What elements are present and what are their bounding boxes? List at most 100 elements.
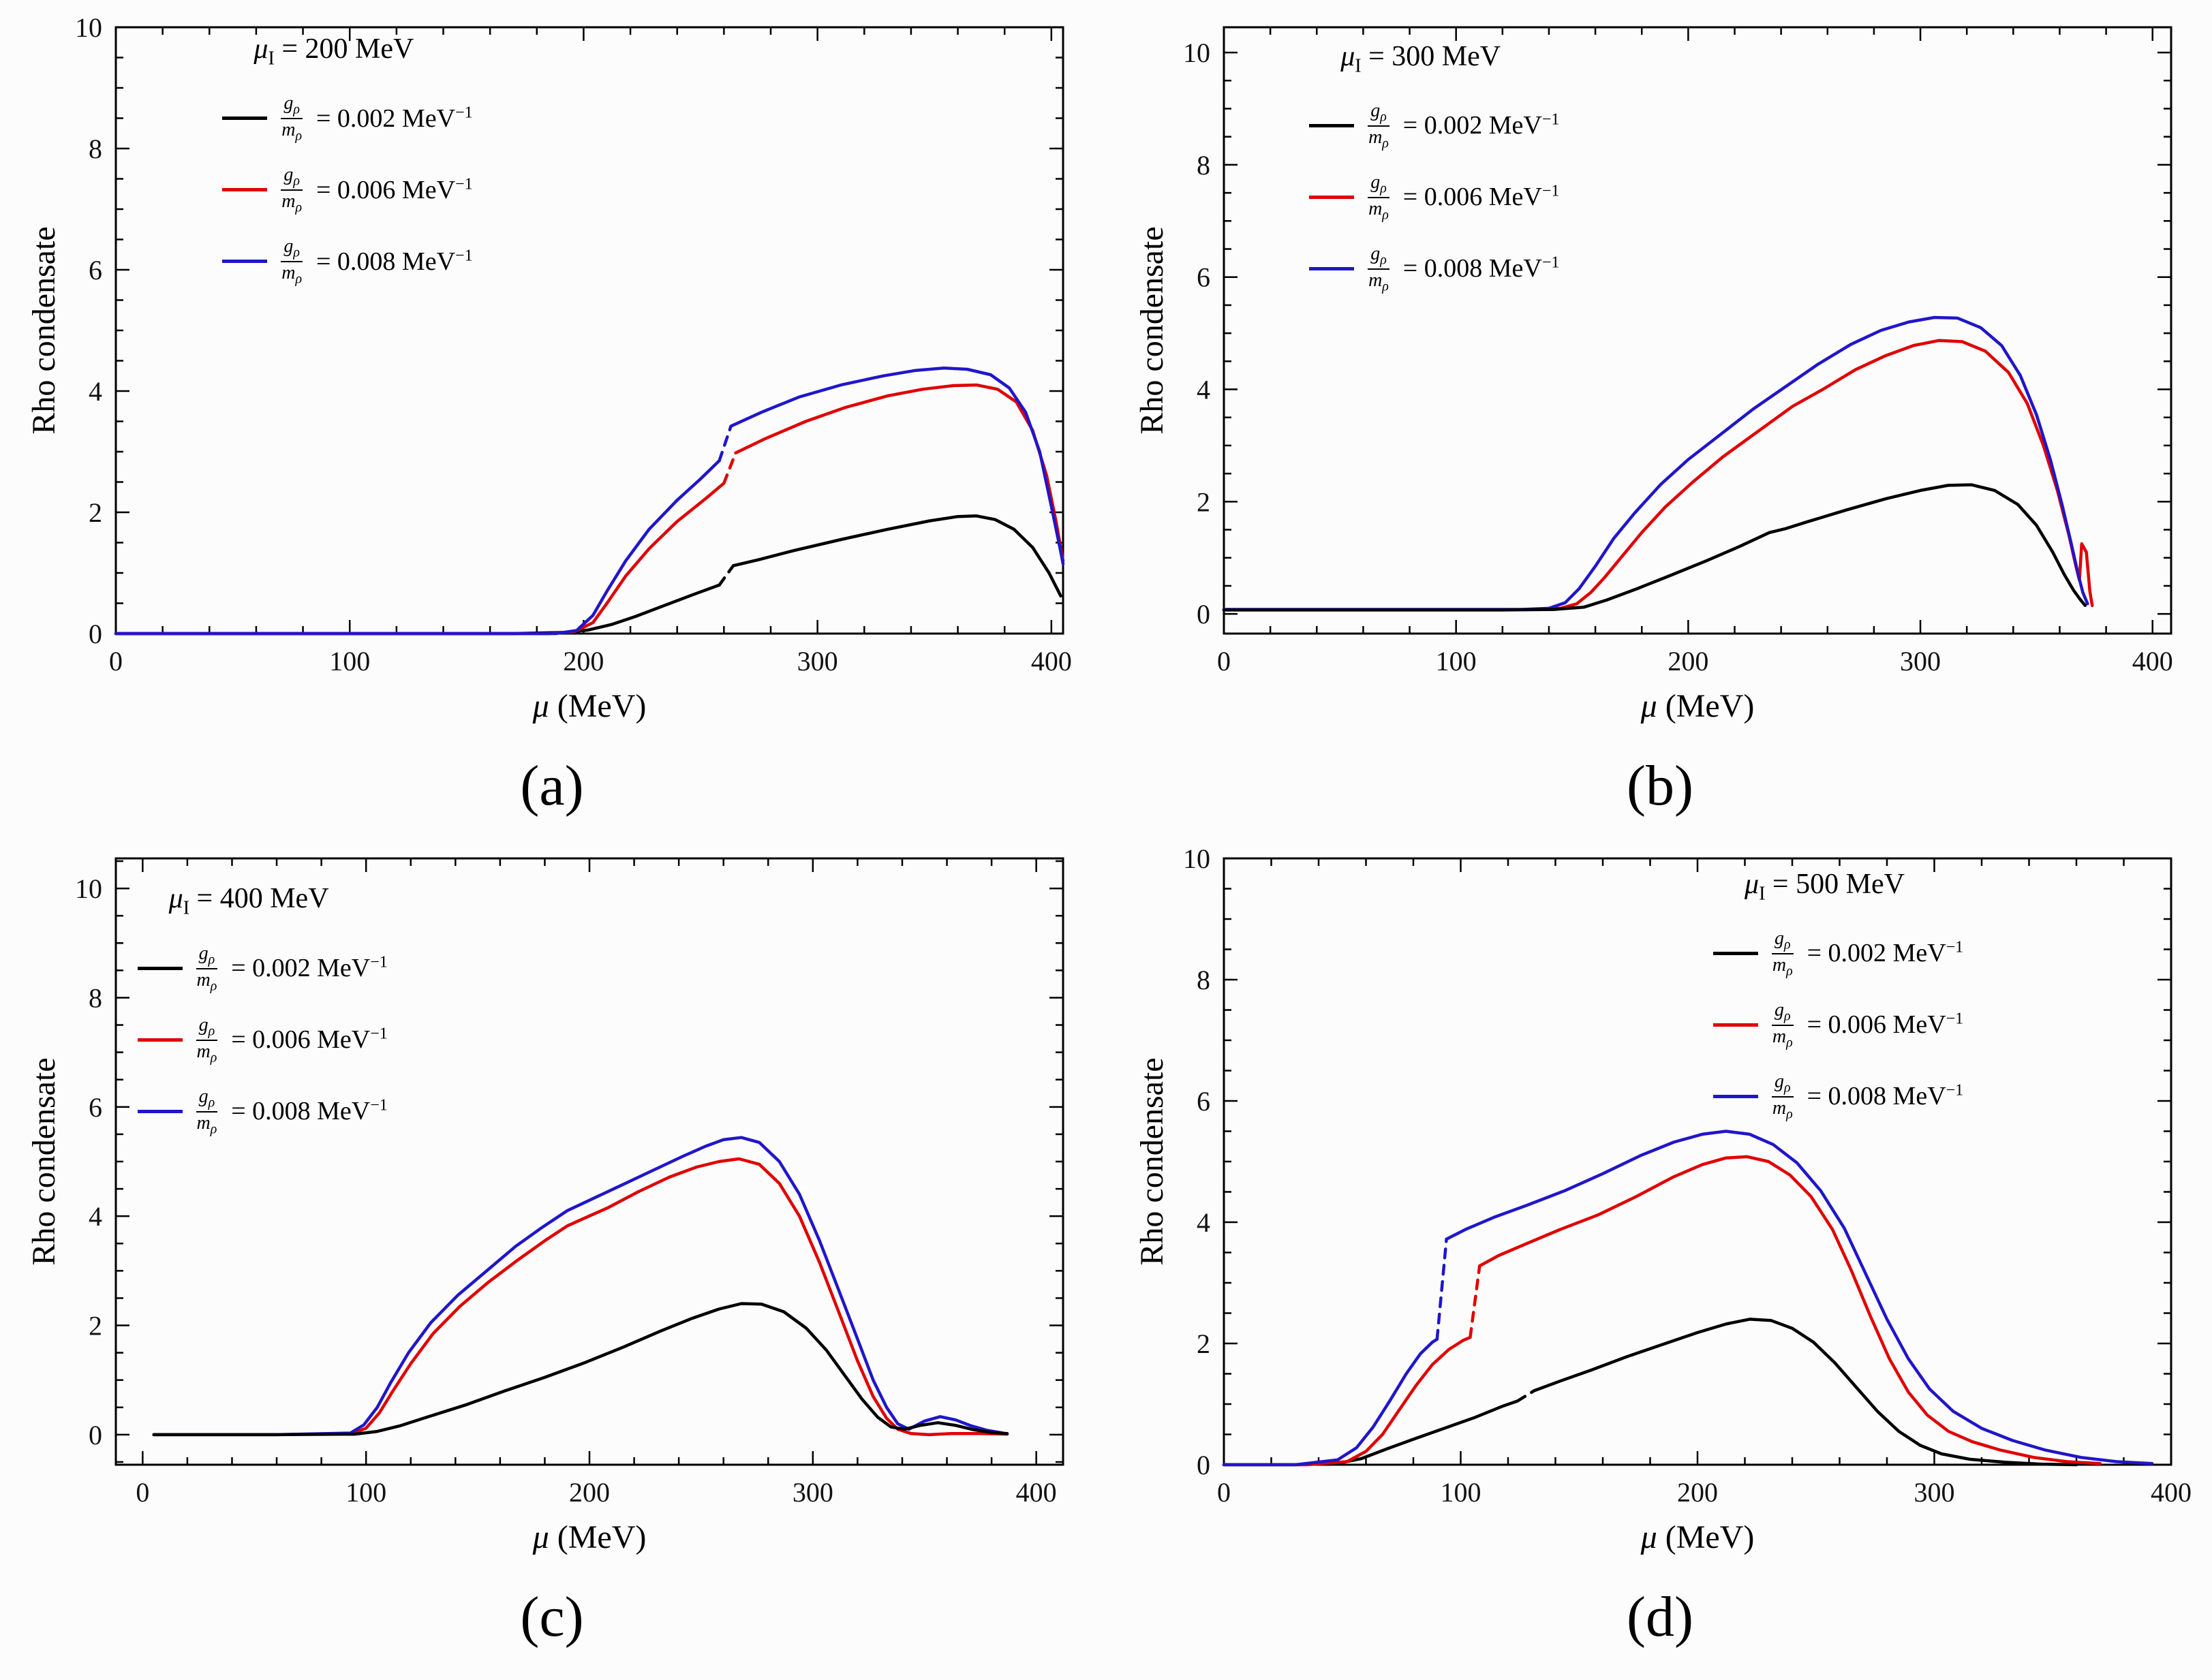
svg-text:6: 6	[1197, 1086, 1210, 1117]
svg-text:2: 2	[1197, 486, 1210, 517]
svg-text:0: 0	[89, 1420, 102, 1450]
svg-text:300: 300	[797, 646, 838, 676]
series-red-jump	[1469, 1264, 1481, 1339]
svg-text:4: 4	[1197, 375, 1210, 405]
series-blue-jump	[1435, 1238, 1448, 1341]
panel-d-caption: (d)	[1627, 1585, 1693, 1649]
legend-line-swatch	[1309, 123, 1355, 127]
legend-fraction: gρ mρ	[281, 164, 303, 215]
legend-fraction: gρ mρ	[1772, 999, 1794, 1051]
svg-text:400: 400	[1016, 1477, 1057, 1508]
svg-text:0: 0	[1197, 599, 1210, 629]
plot-svg: 0 100 200 300 400 0 2 4 6 8 10 μ (MeV) Rho condensat…	[26, 857, 1064, 1555]
series-red-curve	[152, 1157, 1009, 1437]
legend-value: = 0.002 MeV−1	[316, 104, 473, 133]
legend-value: = 0.002 MeV−1	[231, 953, 388, 983]
panel-d: 0 100 200 300 400 0 2 4 6 8 10 μ (MeV) Rho condensat…	[1128, 838, 2192, 1669]
svg-text:100: 100	[1441, 1477, 1481, 1508]
svg-text:0: 0	[1217, 1477, 1231, 1508]
y-axis-label: Rho condensate	[26, 1058, 62, 1266]
series-black-branch-2	[1532, 1318, 2078, 1467]
svg-text:8: 8	[1197, 150, 1210, 181]
axis-ticks	[1223, 858, 2172, 1466]
legend-entry: gρ mρ = 0.008 MeV−1	[1309, 243, 1559, 294]
svg-text:2: 2	[89, 1311, 102, 1341]
svg-text:8: 8	[89, 983, 102, 1014]
svg-text:8: 8	[1197, 965, 1210, 995]
legend-line-swatch	[1713, 1023, 1758, 1027]
series-blue-curve	[152, 1136, 1004, 1437]
legend-fraction: gρ mρ	[1368, 99, 1389, 151]
series-black-branch-1	[114, 583, 721, 636]
series-red-branch-1	[114, 482, 726, 636]
tick-labels: 0 100 200 300 400 0 2 4 6 8 10	[1183, 843, 2192, 1508]
svg-text:0: 0	[1217, 646, 1231, 676]
svg-text:0: 0	[89, 619, 102, 649]
legend: μI = 500 MeV gρ mρ = 0.002 MeV−1 gρ mρ = 0.0…	[1713, 868, 1963, 1122]
panel-c-caption: (c)	[520, 1585, 584, 1649]
legend-value: = 0.006 MeV−1	[1807, 1010, 1964, 1040]
svg-text:10: 10	[75, 873, 102, 904]
svg-text:200: 200	[569, 1477, 610, 1508]
svg-text:10: 10	[1183, 37, 1210, 68]
svg-text:400: 400	[2151, 1477, 2192, 1508]
chart-d: 0 100 200 300 400 0 2 4 6 8 10 μ (MeV) Rho condensat…	[1128, 838, 2192, 1574]
legend-line-swatch	[137, 1038, 183, 1042]
axis-ticks	[114, 26, 1063, 635]
plot-svg: 0 100 200 300 400 0 2 4 6 8 10 μ (MeV) Rho condensat…	[1134, 843, 2192, 1555]
plot-svg: 0 100 200 300 400 0 2 4 6 8 10 μ (MeV) Rho condensat…	[26, 12, 1072, 724]
panel-a: 0 100 200 300 400 0 2 4 6 8 10 μ (MeV) Rho condensat…	[20, 7, 1084, 838]
legend-entry: gρ mρ = 0.006 MeV−1	[137, 1014, 388, 1065]
legend-entry: gρ mρ = 0.008 MeV−1	[222, 236, 473, 287]
series-red-branch-1	[1222, 1336, 1472, 1467]
legend: μI = 200 MeV gρ mρ = 0.002 MeV−1 gρ mρ = 0.0…	[222, 33, 473, 287]
legend-entry: gρ mρ = 0.006 MeV−1	[1713, 999, 1963, 1051]
legend-value: = 0.002 MeV−1	[1402, 110, 1560, 140]
svg-text:6: 6	[89, 255, 102, 285]
legend-entry: gρ mρ = 0.008 MeV−1	[137, 1085, 388, 1137]
svg-text:2: 2	[89, 497, 102, 528]
series-red-branch-2	[1478, 1155, 2102, 1465]
svg-text:10: 10	[1183, 843, 1210, 874]
series-blue-jump	[718, 424, 733, 463]
svg-text:8: 8	[89, 134, 102, 164]
legend-fraction: gρ mρ	[196, 1085, 218, 1137]
axis-ticks	[1223, 27, 2171, 634]
legend-fraction: gρ mρ	[196, 1014, 218, 1065]
series-black-curve	[152, 1302, 1009, 1437]
legend-entry: gρ mρ = 0.002 MeV−1	[1713, 928, 1963, 979]
panel-b: 0 100 200 300 400 0 2 4 6 8 10 μ (MeV) Rho condensat…	[1128, 7, 2192, 838]
legend-line-swatch	[222, 116, 268, 121]
svg-text:100: 100	[329, 646, 370, 676]
svg-text:2: 2	[1197, 1328, 1210, 1359]
legend-line-swatch	[1309, 195, 1355, 199]
plot-title: μI = 400 MeV	[168, 883, 329, 919]
legend: μI = 400 MeV gρ mρ = 0.002 MeV−1 gρ mρ = 0.0…	[137, 882, 388, 1137]
plot-frame	[1223, 26, 2172, 635]
series-black-jump	[718, 564, 735, 587]
svg-text:300: 300	[1900, 646, 1941, 676]
chart-c: 0 100 200 300 400 0 2 4 6 8 10 μ (MeV) Rho condensat…	[20, 838, 1084, 1574]
svg-text:200: 200	[563, 646, 604, 676]
legend-fraction: gρ mρ	[281, 236, 303, 287]
legend-line-swatch	[1713, 1094, 1758, 1098]
legend-entry: gρ mρ = 0.002 MeV−1	[1309, 100, 1559, 151]
legend-fraction: gρ mρ	[281, 93, 303, 144]
legend-value: = 0.008 MeV−1	[1807, 1081, 1964, 1111]
plot-frame	[1223, 857, 2172, 1466]
tick-labels: 0 100 200 300 400 0 2 4 6 8 10	[1183, 37, 2173, 676]
plot-title: μI = 300 MeV	[1340, 40, 1501, 76]
legend-value: = 0.002 MeV−1	[1807, 938, 1964, 968]
x-axis-label: μ (MeV)	[1640, 1519, 1755, 1555]
legend-line-swatch	[1713, 951, 1758, 955]
series-black-branch-1	[1222, 1399, 1520, 1467]
tick-labels: 0 100 200 300 400 0 2 4 6 8 10	[75, 12, 1072, 676]
series-blue-branch-2	[729, 366, 1065, 565]
legend-entry: gρ mρ = 0.008 MeV−1	[1713, 1071, 1963, 1122]
y-axis-label: Rho condensate	[26, 226, 62, 434]
plot-svg: 0 100 200 300 400 0 2 4 6 8 10 μ (MeV) Rho condensat…	[1134, 26, 2173, 724]
svg-text:6: 6	[89, 1092, 102, 1123]
legend-line-swatch	[137, 1109, 183, 1113]
svg-text:6: 6	[1197, 262, 1210, 293]
